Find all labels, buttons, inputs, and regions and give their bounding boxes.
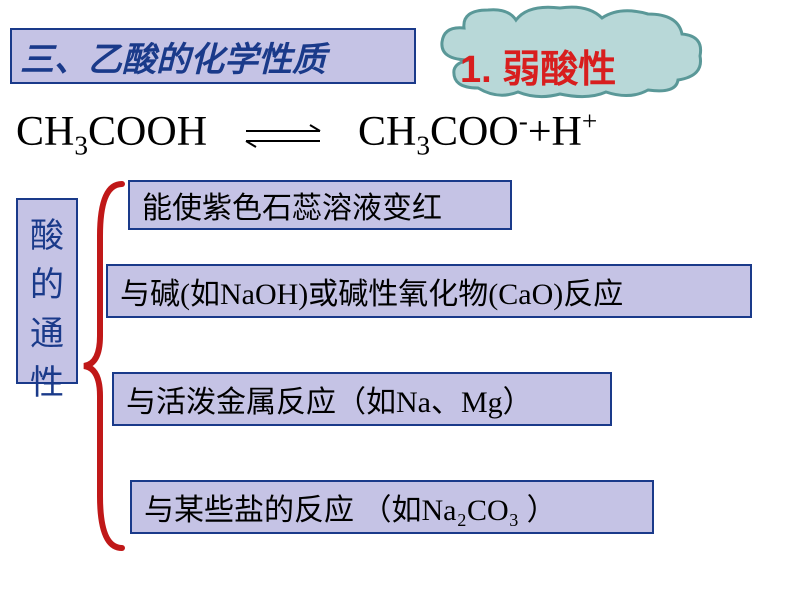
property-box-1: 能使紫色石蕊溶液变红 — [128, 180, 512, 230]
side-char-1: 的 — [30, 257, 64, 306]
eq-left-ch: CH — [16, 109, 74, 155]
side-char-2: 通 — [30, 306, 64, 355]
side-char-0: 酸 — [30, 208, 64, 257]
property-text-2: 与碱(如NaOH)或碱性氧化物(CaO)反应 — [120, 269, 623, 313]
eq-left-sub: 3 — [74, 130, 88, 160]
side-label-box: 酸 的 通 性 — [16, 198, 78, 384]
eq-right-rest: COO — [430, 109, 519, 155]
equilibrium-equation: CH3COOH CH3COO-+H+ — [16, 106, 597, 161]
cloud-label: 1. 弱酸性 — [460, 38, 616, 93]
section-title-box: 三、乙酸的化学性质 — [10, 28, 416, 84]
property-text-3: 与活泼金属反应（如Na、Mg） — [126, 377, 533, 421]
side-char-3: 性 — [30, 355, 64, 404]
eq-minus: - — [519, 106, 528, 136]
section-title: 三、乙酸的化学性质 — [20, 32, 326, 81]
eq-plus-h: +H — [528, 109, 582, 155]
property-box-4: 与某些盐的反应 （如Na₂CO₃ ） — [130, 480, 654, 534]
eq-plus: + — [582, 106, 597, 136]
equilibrium-arrows-icon — [238, 125, 328, 145]
property-text-4: 与某些盐的反应 （如Na₂CO₃ ） — [144, 485, 557, 529]
eq-left-rest: COOH — [88, 109, 207, 155]
property-text-1: 能使紫色石蕊溶液变红 — [142, 183, 442, 227]
eq-right-ch: CH — [358, 109, 416, 155]
brace-icon — [82, 176, 132, 556]
eq-right-sub: 3 — [416, 130, 430, 160]
property-box-2: 与碱(如NaOH)或碱性氧化物(CaO)反应 — [106, 264, 752, 318]
property-box-3: 与活泼金属反应（如Na、Mg） — [112, 372, 612, 426]
